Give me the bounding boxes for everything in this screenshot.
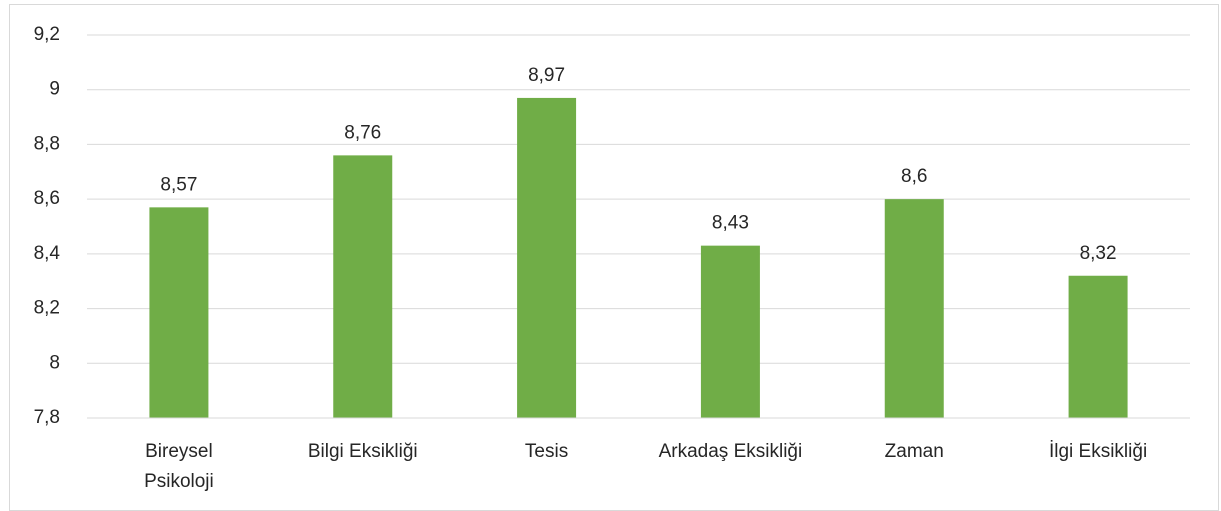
data-label: 8,32	[1080, 243, 1117, 264]
bar	[700, 245, 760, 418]
y-tick-label: 9,2	[34, 24, 60, 45]
x-tick-label: Zaman	[885, 441, 944, 462]
data-label: 8,57	[160, 174, 197, 195]
x-tick-label-line: Psikoloji	[144, 471, 214, 492]
data-label: 8,43	[712, 213, 749, 234]
data-label: 8,76	[344, 122, 381, 143]
y-tick-label: 8,6	[34, 188, 60, 209]
bar	[517, 97, 577, 419]
x-tick-label: İlgi Eksikliği	[1049, 441, 1147, 462]
data-label: 8,6	[901, 166, 927, 187]
x-tick-label: Bireysel Psikoloji	[144, 441, 214, 492]
y-tick-label: 9	[49, 79, 60, 100]
chart-border	[9, 4, 1219, 511]
x-tick-label: Bilgi Eksikliği	[308, 441, 418, 462]
y-tick-label: 8,4	[34, 243, 61, 264]
data-label: 8,97	[528, 65, 565, 86]
y-tick-label: 8	[49, 352, 60, 373]
bar	[1068, 275, 1128, 418]
bar	[333, 155, 393, 418]
x-tick-label: Arkadaş Eksikliği	[659, 441, 803, 462]
x-tick-label: Tesis	[525, 441, 568, 462]
bar	[884, 199, 944, 418]
x-tick-label-line: Bireysel	[145, 441, 213, 462]
y-tick-label: 7,8	[34, 407, 60, 428]
y-tick-label: 8,2	[34, 298, 60, 319]
y-tick-label: 8,8	[34, 133, 60, 154]
bar	[149, 207, 209, 418]
